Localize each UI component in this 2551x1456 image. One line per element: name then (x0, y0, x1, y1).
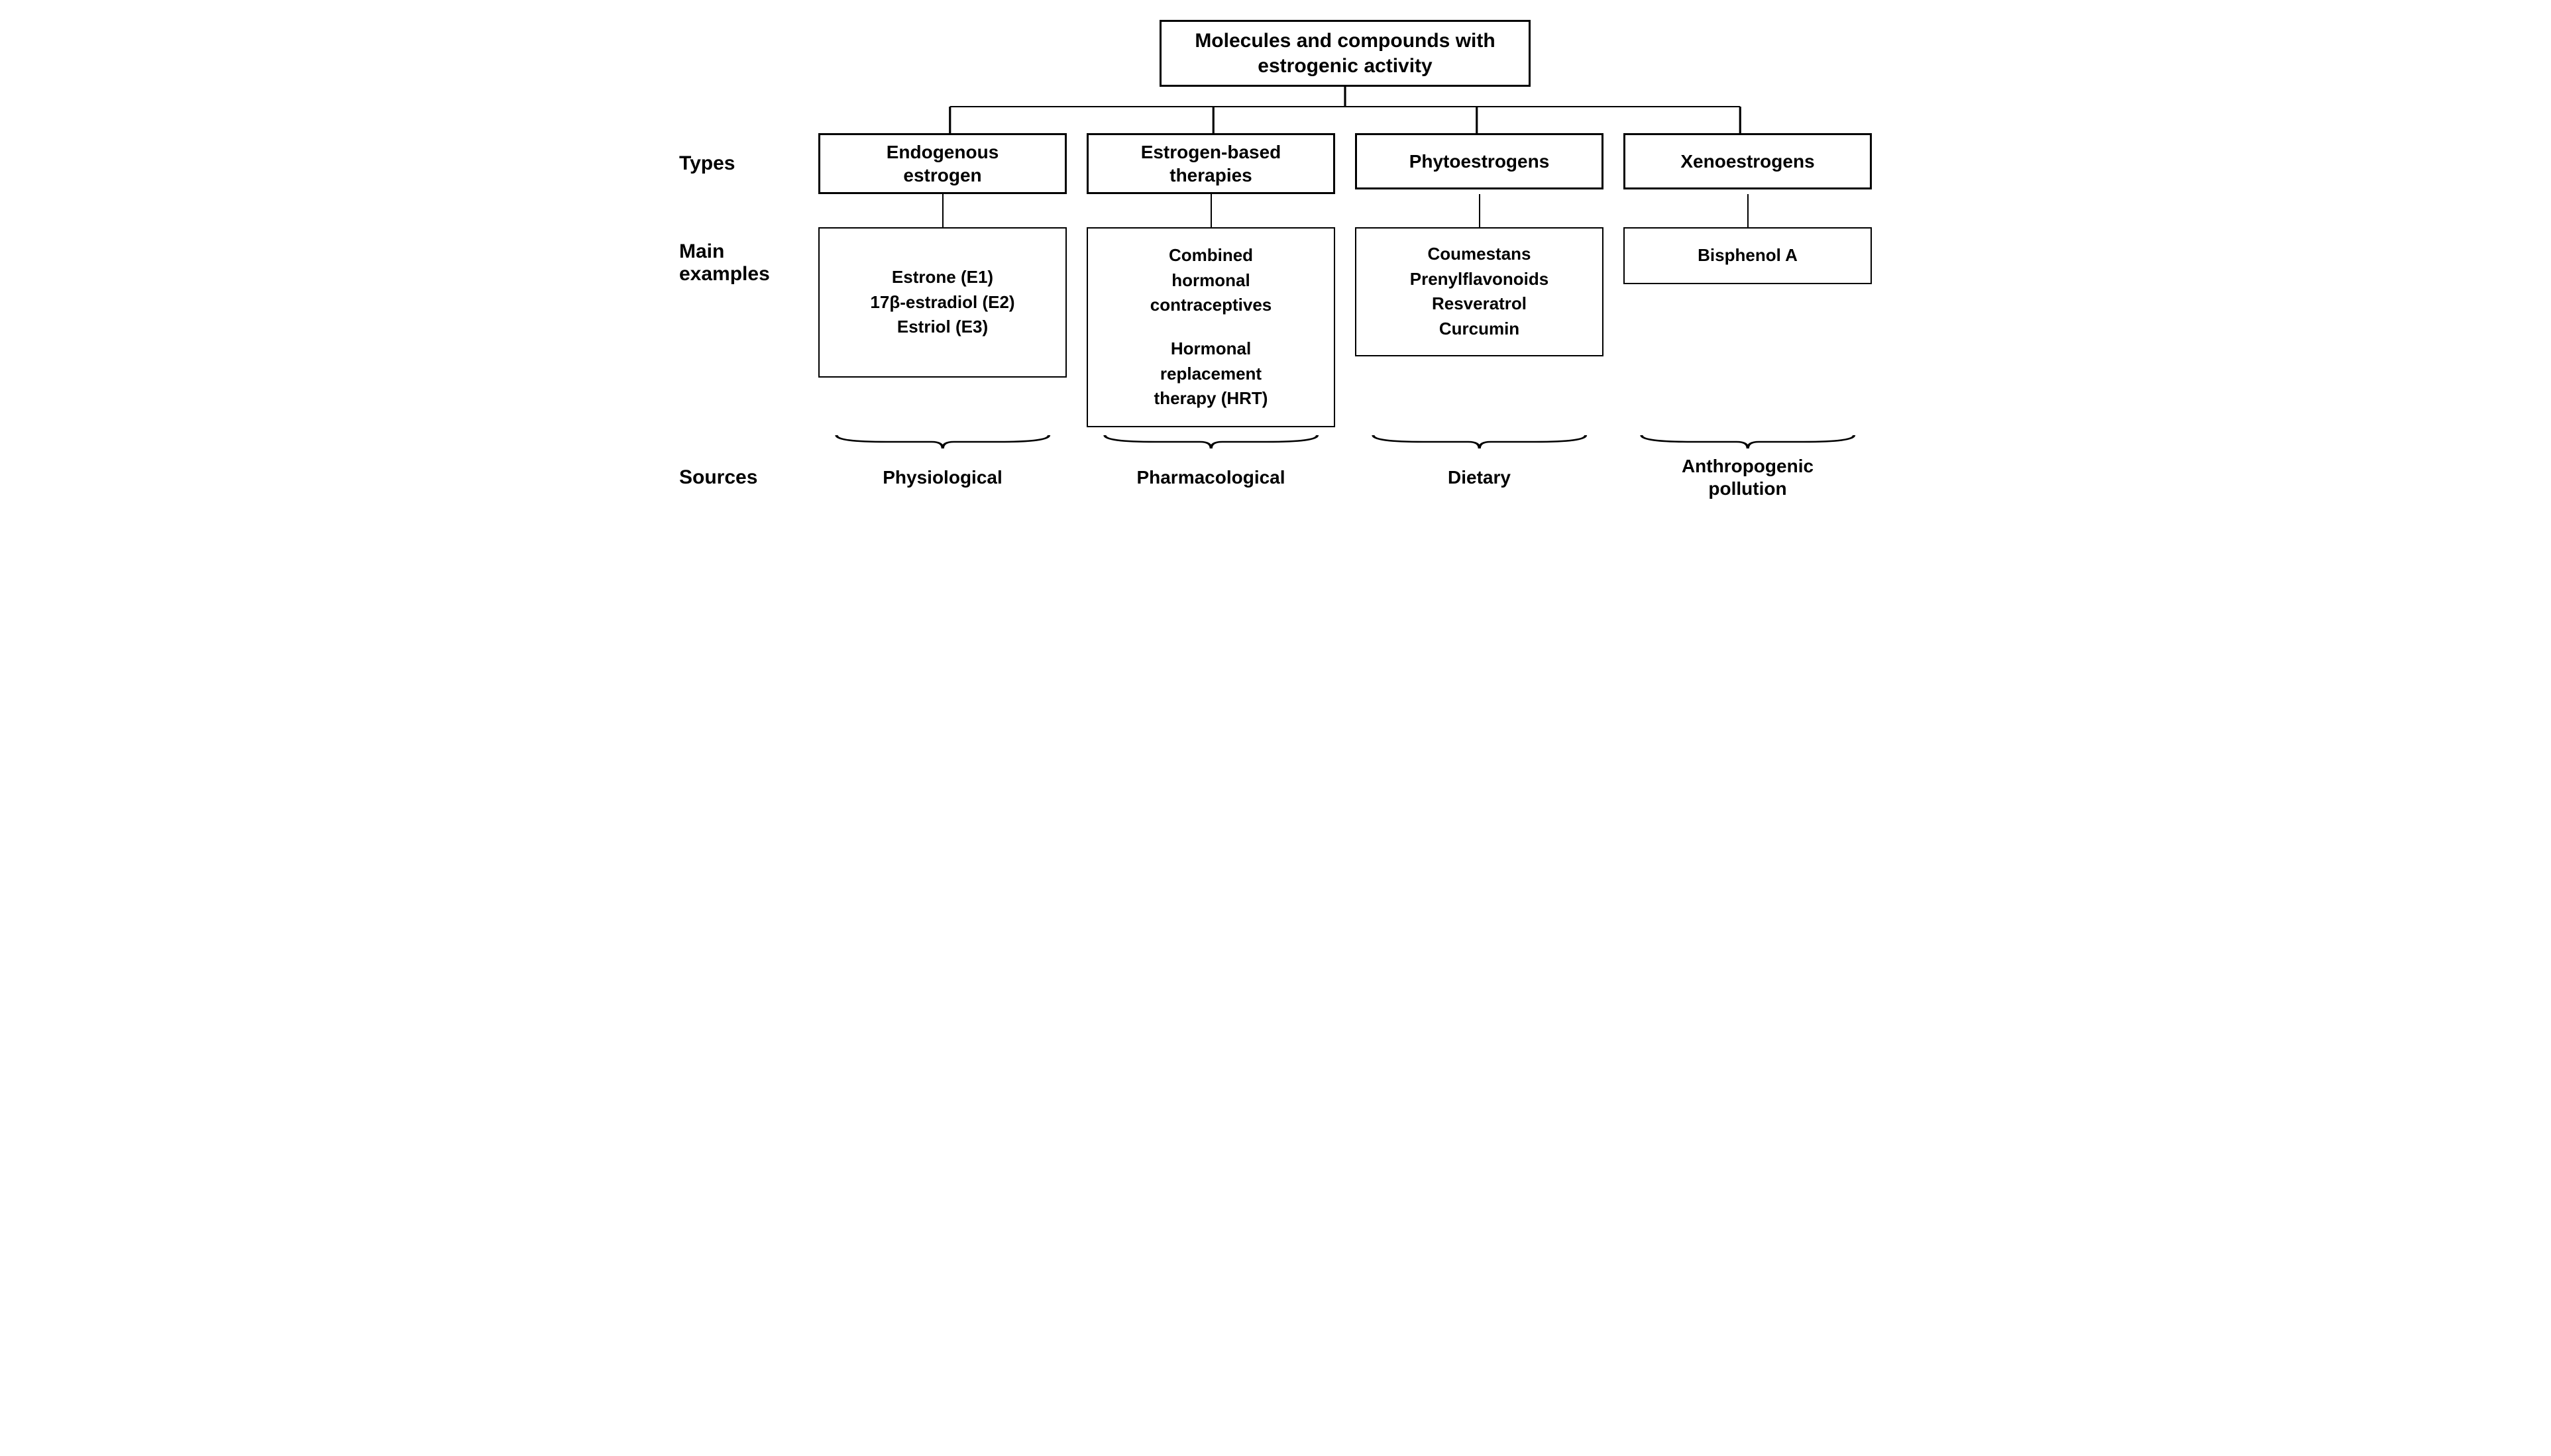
row-header-examples: Main examples (679, 240, 770, 286)
connector-line (1747, 194, 1749, 227)
brace (1355, 433, 1603, 451)
examples-xenoestrogens: Bisphenol A (1623, 227, 1872, 284)
source-pharmacological: Pharmacological (1136, 466, 1285, 489)
example-item: contraceptives (1150, 295, 1272, 315)
example-item: Curcumin (1439, 319, 1519, 338)
example-item: Estriol (E3) (897, 317, 988, 337)
example-item: hormonal (1171, 270, 1250, 290)
example-item: Bisphenol A (1698, 245, 1798, 265)
connector-line (1479, 194, 1480, 227)
root-label-line1: Molecules and compounds with (1195, 30, 1495, 52)
example-item: Prenylflavonoids (1410, 269, 1549, 289)
root-node: Molecules and compounds with estrogenic … (1160, 20, 1531, 87)
examples-therapies: Combined hormonal contraceptives Hormona… (1087, 227, 1335, 427)
examples-endogenous: Estrone (E1) 17β-estradiol (E2) Estriol … (818, 227, 1067, 378)
type-box-therapies: Estrogen-based therapies (1087, 133, 1335, 194)
example-item: therapy (HRT) (1154, 388, 1268, 408)
example-item: Coumestans (1427, 244, 1531, 264)
example-item: Estrone (E1) (892, 267, 993, 287)
root-connector (818, 87, 1872, 133)
connector-line (1211, 194, 1212, 227)
brace (1087, 433, 1335, 451)
brace (818, 433, 1067, 451)
type-box-xenoestrogens: Xenoestrogens (1623, 133, 1872, 189)
example-item: Hormonal (1171, 338, 1251, 358)
source-anthropogenic: Anthropogenic pollution (1682, 455, 1814, 499)
example-item: Resveratrol (1432, 293, 1527, 313)
source-dietary: Dietary (1448, 466, 1511, 489)
estrogen-classification-diagram: Molecules and compounds with estrogenic … (679, 20, 1872, 499)
example-item: replacement (1160, 364, 1262, 384)
row-header-types: Types (679, 152, 735, 175)
brace (1623, 433, 1872, 451)
type-box-endogenous: Endogenous estrogen (818, 133, 1067, 194)
row-header-sources: Sources (679, 466, 757, 489)
connector-line (942, 194, 944, 227)
root-label-line2: estrogenic activity (1258, 55, 1432, 77)
source-physiological: Physiological (883, 466, 1003, 489)
type-box-phytoestrogens: Phytoestrogens (1355, 133, 1603, 189)
examples-phytoestrogens: Coumestans Prenylflavonoids Resveratrol … (1355, 227, 1603, 356)
example-item: 17β-estradiol (E2) (870, 292, 1014, 312)
example-item: Combined (1169, 245, 1253, 265)
